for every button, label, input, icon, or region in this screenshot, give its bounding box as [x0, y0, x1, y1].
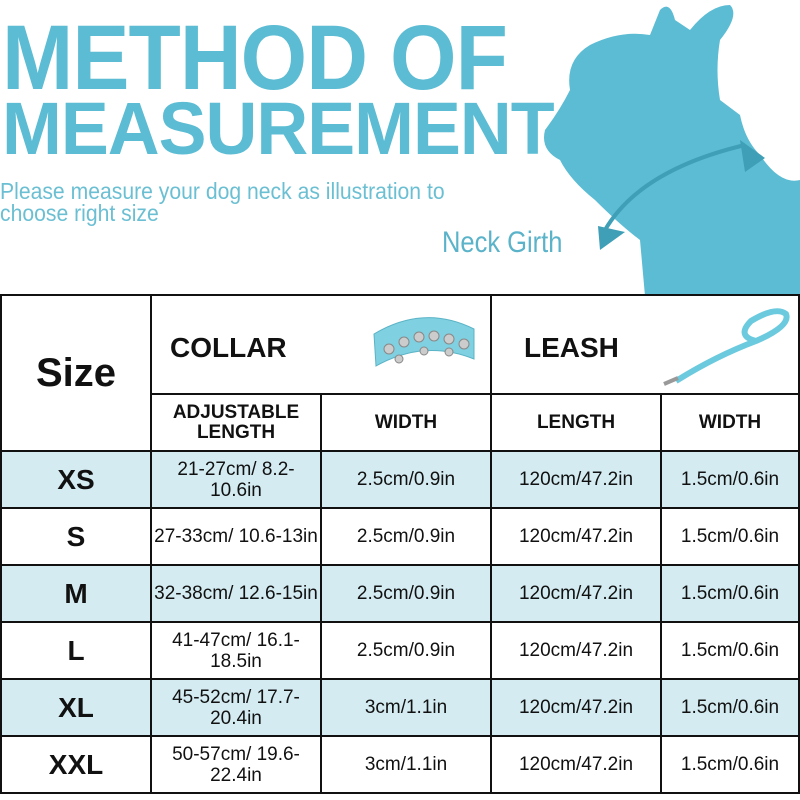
adjustable-length-cell: 50-57cm/ 19.6-22.4in: [150, 735, 322, 794]
leash-header: LEASH: [524, 332, 619, 363]
spiked-collar-image: [373, 317, 475, 367]
leash-width-cell: 1.5cm/0.6in: [660, 621, 800, 680]
col-adjustable-length: ADJUSTABLE LENGTH: [150, 393, 322, 452]
leash-length-cell: 120cm/47.2in: [490, 507, 662, 566]
size-cell: L: [0, 621, 152, 680]
adjustable-length-cell: 41-47cm/ 16.1-18.5in: [150, 621, 322, 680]
table-row: M 32-38cm/ 12.6-15in 2.5cm/0.9in 120cm/47.2…: [0, 564, 800, 623]
dog-silhouette-illustration: [544, 5, 800, 296]
collar-width-cell: 2.5cm/0.9in: [320, 507, 492, 566]
size-cell: XS: [0, 450, 152, 509]
leash-length-cell: 120cm/47.2in: [490, 735, 662, 794]
leash-header-cell: LEASH: [490, 294, 800, 395]
adjustable-length-cell: 32-38cm/ 12.6-15in: [150, 564, 322, 623]
collar-width-cell: 3cm/1.1in: [320, 678, 492, 737]
size-cell: XXL: [0, 735, 152, 794]
adjustable-length-cell: 45-52cm/ 17.7-20.4in: [150, 678, 322, 737]
collar-width-cell: 3cm/1.1in: [320, 735, 492, 794]
size-cell: XL: [0, 678, 152, 737]
title-line-2: MEASUREMENT: [2, 87, 555, 170]
leash-length-cell: 120cm/47.2in: [490, 450, 662, 509]
col-leash-width: WIDTH: [660, 393, 800, 452]
leash-width-cell: 1.5cm/0.6in: [660, 564, 800, 623]
collar-header-cell: COLLAR: [150, 294, 492, 395]
table-row: XS 21-27cm/ 8.2-10.6in 2.5cm/0.9in 120cm/47…: [0, 450, 800, 509]
table-row: S 27-33cm/ 10.6-13in 2.5cm/0.9in 120cm/47.2…: [0, 507, 800, 566]
table-row: L 41-47cm/ 16.1-18.5in 2.5cm/0.9in 120cm/47…: [0, 621, 800, 680]
adjustable-length-cell: 21-27cm/ 8.2-10.6in: [150, 450, 322, 509]
collar-width-cell: 2.5cm/0.9in: [320, 621, 492, 680]
size-header: Size: [0, 294, 152, 452]
neck-girth-label: Neck Girth: [442, 226, 563, 259]
leash-length-cell: 120cm/47.2in: [490, 678, 662, 737]
size-chart-table: Size COLLAR LEASH ADJUSTABLE LENGTH WIDT…: [0, 294, 800, 794]
instruction-text: Please measure your dog neck as illustra…: [0, 178, 445, 226]
leash-width-cell: 1.5cm/0.6in: [660, 450, 800, 509]
collar-width-cell: 2.5cm/0.9in: [320, 564, 492, 623]
leash-length-cell: 120cm/47.2in: [490, 564, 662, 623]
title-line-1: METHOD OF: [2, 7, 508, 109]
size-cell: M: [0, 564, 152, 623]
collar-header: COLLAR: [170, 332, 287, 363]
col-collar-width: WIDTH: [320, 393, 492, 452]
leash-length-cell: 120cm/47.2in: [490, 621, 662, 680]
col-leash-length: LENGTH: [490, 393, 662, 452]
leash-width-cell: 1.5cm/0.6in: [660, 735, 800, 794]
table-row: XXL 50-57cm/ 19.6-22.4in 3cm/1.1in 120cm/47…: [0, 735, 800, 794]
collar-width-cell: 2.5cm/0.9in: [320, 450, 492, 509]
leash-width-cell: 1.5cm/0.6in: [660, 507, 800, 566]
table-row: XL 45-52cm/ 17.7-20.4in 3cm/1.1in 120cm/47.…: [0, 678, 800, 737]
leash-image: [663, 308, 790, 386]
adjustable-length-cell: 27-33cm/ 10.6-13in: [150, 507, 322, 566]
leash-width-cell: 1.5cm/0.6in: [660, 678, 800, 737]
size-cell: S: [0, 507, 152, 566]
